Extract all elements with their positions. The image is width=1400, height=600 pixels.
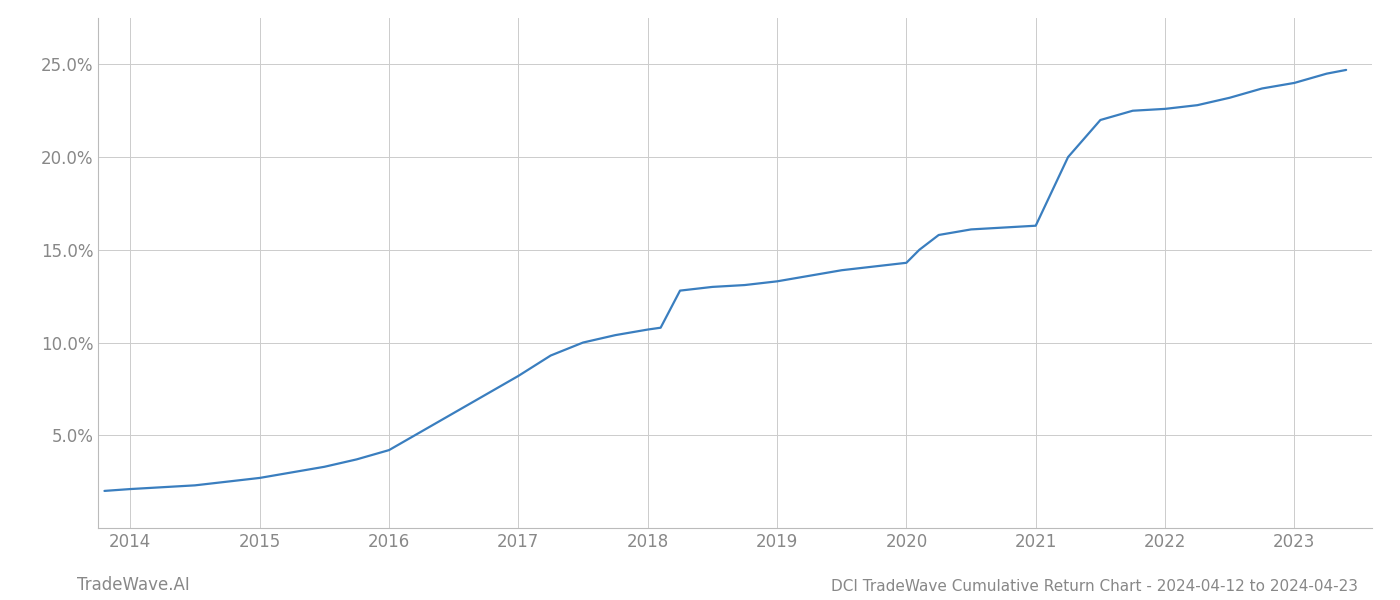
Text: DCI TradeWave Cumulative Return Chart - 2024-04-12 to 2024-04-23: DCI TradeWave Cumulative Return Chart - …: [832, 579, 1358, 594]
Text: TradeWave.AI: TradeWave.AI: [77, 576, 190, 594]
